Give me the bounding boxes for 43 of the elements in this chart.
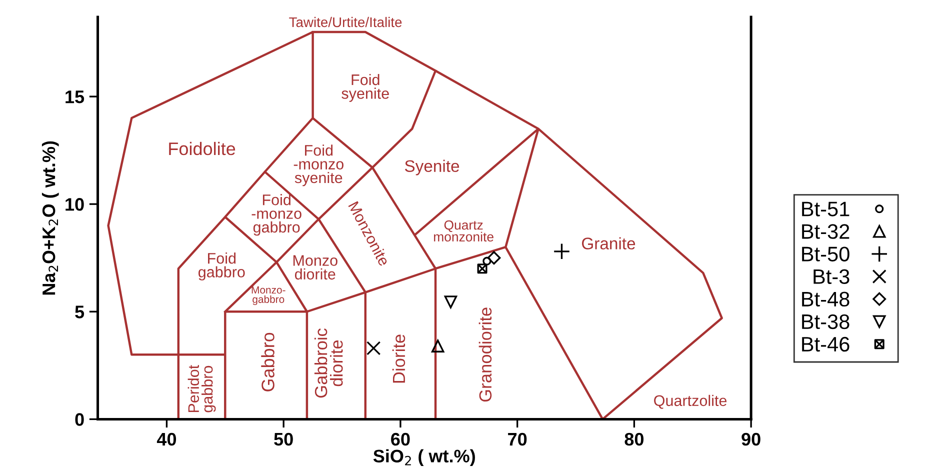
annotation: Foid syenite (342, 74, 389, 102)
annotation: Diorite (392, 334, 406, 383)
annotation: Granodiorite (478, 308, 492, 402)
annotation: Foid -monzo gabbro (252, 194, 302, 236)
annotation: Foid -monzo syenite (294, 144, 344, 186)
annotation: Foid gabbro (198, 252, 245, 280)
legend-label: Bt-46 (802, 336, 850, 352)
point (487, 251, 501, 265)
point (444, 296, 458, 308)
annotation: Tawite/Urtite/Italite (289, 16, 402, 28)
annotation: Granite (582, 237, 636, 250)
point (553, 242, 570, 260)
x-tick-label: 70 (508, 432, 527, 446)
legend-label: Bt-51 (802, 202, 850, 216)
annotation: Foidolite (169, 142, 236, 156)
legend-label: Bt-32 (802, 224, 850, 239)
x-tick-label: 90 (742, 432, 760, 446)
y-tick-label: 15 (66, 90, 84, 104)
annotation: Quartzolite (654, 394, 727, 409)
x-tick-label: 40 (156, 432, 176, 446)
y-axis-title: Na$_{2}$O+K$_{2}$O ( wt.%) (42, 141, 59, 295)
x-axis-title: SiO$_{2}$ ( wt.%) (373, 449, 475, 466)
legend-label: Bt-50 (802, 246, 850, 262)
point (477, 264, 488, 274)
y-tick-label: 0 (75, 413, 84, 426)
annotation: Monzo diorite (293, 255, 338, 280)
point (366, 341, 381, 356)
annotation: Gabbro (261, 332, 274, 392)
annotation: Syenite (404, 160, 460, 176)
point (482, 256, 492, 266)
x-tick-label: 50 (274, 432, 293, 446)
legend-label: Bt-48 (802, 292, 850, 307)
y-tick-label: 5 (75, 306, 84, 318)
annotation: Quartz monzonite (434, 220, 494, 242)
legend-label: Bt-38 (802, 314, 850, 330)
point (431, 340, 444, 352)
x-tick-label: 80 (624, 432, 644, 446)
y-tick-label: 10 (66, 198, 84, 211)
annotation: Gabbroic diorite (314, 328, 343, 398)
annotation: Monzo- gabbro (252, 286, 286, 306)
x-tick-label: 60 (391, 432, 410, 446)
legend-label: Bt-3 (814, 269, 850, 284)
annotation: Peridot gabbro (188, 364, 216, 412)
